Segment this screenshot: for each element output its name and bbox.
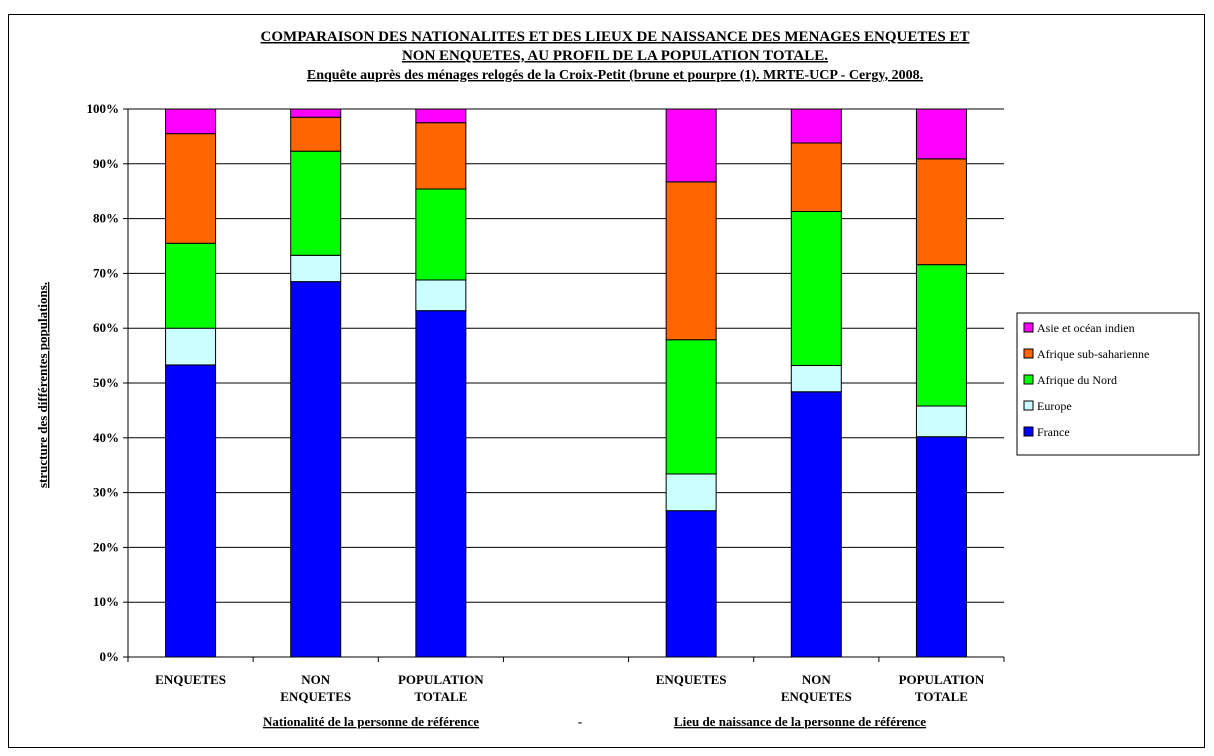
stacked-bar-chart: COMPARAISON DES NATIONALITES ET DES LIEU… — [35, 29, 1200, 729]
bar-segment — [790, 391, 842, 658]
chart-frame: COMPARAISON DES NATIONALITES ET DES LIEU… — [8, 14, 1205, 748]
bar-segment — [415, 310, 467, 658]
bar-segment — [165, 327, 217, 366]
chart-title-line2: NON ENQUETES, AU PROFIL DE LA POPULATION… — [402, 48, 828, 64]
y-tick-label: 0% — [100, 649, 120, 664]
legend-label: Afrique du Nord — [1037, 373, 1117, 387]
legend-swatch — [1023, 348, 1034, 359]
y-tick-labels: 0% 10% 20% 30% 40% 50% 60% 70% 80% 90% 100% — [87, 101, 120, 664]
x-category-label: TOTALE — [414, 689, 467, 704]
x-category-label: POPULATION — [899, 672, 985, 687]
legend-label: Asie et océan indien — [1037, 321, 1135, 335]
bar-segment — [665, 510, 717, 658]
x-category-label: NON — [301, 672, 331, 687]
bar-segment — [790, 142, 842, 212]
bar-segment — [290, 281, 342, 658]
legend-swatch — [1023, 374, 1034, 385]
x-category-label: ENQUETES — [656, 672, 727, 687]
y-tick-label: 10% — [93, 594, 119, 609]
chart-subtitle: Enquête auprès des ménages relogés de la… — [307, 68, 923, 83]
bar-segment — [665, 108, 717, 183]
x-category-labels: ENQUETES NON ENQUETES POPULATION TOTALE ENQUE… — [155, 672, 985, 704]
bar-segment — [290, 108, 342, 118]
bar-segment — [915, 158, 967, 266]
legend-swatch — [1023, 400, 1034, 411]
x-category-label: ENQUETES — [781, 689, 852, 704]
bar-segment — [790, 210, 842, 366]
legend-box — [1016, 312, 1200, 456]
legend-label: Europe — [1037, 399, 1072, 413]
legend: Asie et océan indien Afrique sub-saharien… — [1016, 312, 1200, 456]
x-category-label: POPULATION — [398, 672, 484, 687]
axes — [123, 108, 1005, 662]
chart-title-line1: COMPARAISON DES NATIONALITES ET DES LIEU… — [261, 29, 970, 45]
bar-segment — [290, 254, 342, 283]
legend-swatch — [1023, 426, 1034, 437]
legend-label: Afrique sub-saharienne — [1037, 347, 1149, 361]
bar-segment — [415, 188, 467, 281]
y-tick-label: 80% — [93, 211, 119, 226]
bar-segment — [165, 108, 217, 135]
x-category-label: ENQUETES — [155, 672, 226, 687]
y-tick-label: 90% — [93, 156, 119, 171]
group-label-lieu-naissance: Lieu de naissance de la personne de réfé… — [674, 714, 926, 729]
bar-segment — [790, 108, 842, 144]
bar-segment — [415, 108, 467, 124]
bar-segment — [415, 279, 467, 312]
y-tick-label: 60% — [93, 320, 119, 335]
bar-segment — [165, 242, 217, 329]
x-category-label: NON — [802, 672, 832, 687]
y-axis-label: structure des différentes populations. — [35, 282, 50, 488]
bar-segment — [165, 364, 217, 658]
bars — [165, 108, 967, 658]
bar-segment — [665, 339, 717, 475]
y-tick-label: 70% — [93, 265, 119, 280]
gridlines — [128, 108, 1004, 603]
bar-segment — [915, 264, 967, 407]
bar-segment — [915, 436, 967, 658]
bar-segment — [290, 150, 342, 256]
bar-segment — [665, 181, 717, 341]
legend-label: France — [1037, 425, 1070, 439]
group-label-nationalite: Nationalité de la personne de référence — [263, 714, 479, 729]
bar-segment — [165, 133, 217, 244]
group-label-separator: - — [578, 714, 582, 729]
y-tick-label: 100% — [87, 101, 120, 116]
bar-segment — [915, 108, 967, 160]
bar-segment — [290, 116, 342, 152]
legend-swatch — [1023, 322, 1034, 333]
y-tick-label: 20% — [93, 539, 119, 554]
y-tick-label: 40% — [93, 430, 119, 445]
bar-segment — [915, 405, 967, 438]
y-tick-label: 50% — [93, 375, 119, 390]
bar-segment — [790, 364, 842, 393]
bar-segment — [665, 473, 717, 512]
bar-segment — [415, 122, 467, 190]
x-category-label: TOTALE — [915, 689, 968, 704]
x-category-label: ENQUETES — [280, 689, 351, 704]
y-tick-label: 30% — [93, 485, 119, 500]
